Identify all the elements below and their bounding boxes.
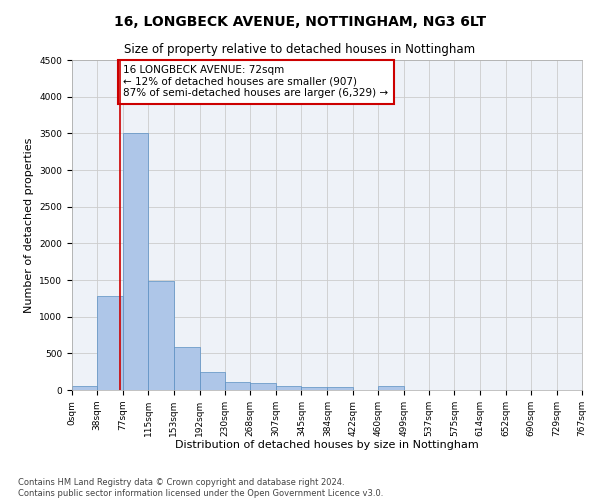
Text: 16 LONGBECK AVENUE: 72sqm
← 12% of detached houses are smaller (907)
87% of semi: 16 LONGBECK AVENUE: 72sqm ← 12% of detac…: [123, 65, 388, 98]
Bar: [276, 386, 301, 390]
Bar: [378, 386, 404, 390]
X-axis label: Distribution of detached houses by size in Nottingham: Distribution of detached houses by size …: [175, 440, 479, 450]
Bar: [97, 296, 123, 390]
Y-axis label: Number of detached properties: Number of detached properties: [24, 138, 34, 312]
Bar: [174, 348, 200, 390]
Bar: [301, 387, 328, 390]
Bar: [148, 282, 174, 390]
Text: 16, LONGBECK AVENUE, NOTTINGHAM, NG3 6LT: 16, LONGBECK AVENUE, NOTTINGHAM, NG3 6LT: [114, 15, 486, 29]
Bar: [250, 384, 276, 390]
Text: Size of property relative to detached houses in Nottingham: Size of property relative to detached ho…: [124, 42, 476, 56]
Bar: [200, 372, 225, 390]
Bar: [225, 382, 250, 390]
Bar: [72, 386, 97, 390]
Text: Contains HM Land Registry data © Crown copyright and database right 2024.
Contai: Contains HM Land Registry data © Crown c…: [18, 478, 383, 498]
Bar: [328, 387, 353, 390]
Bar: [123, 134, 148, 390]
